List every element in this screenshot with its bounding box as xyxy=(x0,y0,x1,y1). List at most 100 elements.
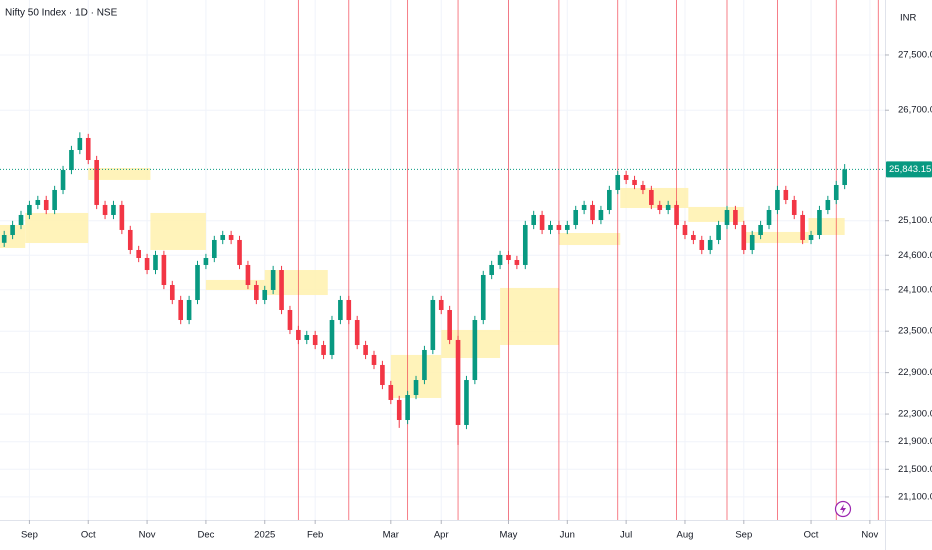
candles xyxy=(1,132,847,445)
zone xyxy=(808,218,845,236)
candle-body xyxy=(10,224,15,236)
candle-body xyxy=(522,224,528,265)
x-tick-label: Jul xyxy=(620,530,632,541)
zone xyxy=(688,206,744,222)
x-tick-label: Nov xyxy=(861,530,878,541)
candle-body xyxy=(472,320,478,381)
x-tick-label: Mar xyxy=(383,530,399,541)
candle-body xyxy=(783,189,789,200)
candle-body xyxy=(371,354,377,365)
candle-body xyxy=(430,299,436,350)
candle-body xyxy=(254,284,259,300)
chart-title: Nifty 50 Index · 1D · NSE xyxy=(5,8,118,19)
candle-body xyxy=(422,349,427,381)
candle-body xyxy=(665,204,671,211)
candle-body xyxy=(724,210,730,225)
candle-body xyxy=(102,204,108,215)
candle-body xyxy=(18,214,24,225)
candle-body xyxy=(77,137,83,150)
candle-body xyxy=(691,235,696,240)
candle-body xyxy=(304,334,310,340)
candle-body xyxy=(438,299,444,310)
y-tick-label: 22,300.00 xyxy=(898,409,932,420)
candle-body xyxy=(607,189,612,211)
candle-body xyxy=(590,204,595,221)
candle-body xyxy=(1,235,7,243)
candle-body xyxy=(346,299,352,321)
x-tick-label: Sep xyxy=(21,530,38,541)
zone xyxy=(88,168,151,180)
candle-body xyxy=(94,160,99,205)
candle-body xyxy=(111,204,116,215)
candle-body xyxy=(682,224,688,236)
candle-body xyxy=(455,339,461,425)
candle-body xyxy=(228,235,234,240)
candle-body xyxy=(245,264,251,285)
candle-body xyxy=(405,395,410,421)
candle-body xyxy=(615,174,621,190)
candle-body xyxy=(716,224,721,240)
candle-body xyxy=(842,169,847,186)
candle-body xyxy=(758,224,763,236)
candle-body xyxy=(195,264,200,300)
candle-body xyxy=(161,254,167,285)
x-tick-label: Oct xyxy=(81,530,96,541)
candle-body xyxy=(321,345,326,355)
candle-body xyxy=(144,257,150,271)
candle-body xyxy=(203,257,209,265)
candle-body xyxy=(581,204,587,211)
candle-body xyxy=(766,210,772,225)
x-tick-label: 2025 xyxy=(254,530,275,541)
candle-body xyxy=(35,199,41,205)
x-tick-label: Nov xyxy=(139,530,156,541)
candle-body xyxy=(531,214,537,225)
candle-body xyxy=(396,399,402,421)
y-tick-label: 25,100.00 xyxy=(898,215,932,226)
candle-body xyxy=(85,137,91,161)
candle-body xyxy=(237,239,242,265)
candle-body xyxy=(649,189,654,205)
x-tick-label: Feb xyxy=(307,530,323,541)
candle-body xyxy=(800,214,805,240)
y-tick-label: 21,900.00 xyxy=(898,436,932,447)
candle-body xyxy=(136,249,141,258)
candle-body xyxy=(220,235,226,240)
candle-body xyxy=(380,364,385,385)
candle-body xyxy=(598,210,604,221)
x-tick-label: Jun xyxy=(560,530,575,541)
candle-body xyxy=(186,299,192,321)
candle-body xyxy=(262,289,268,300)
zone xyxy=(743,231,809,244)
lightning-icon[interactable] xyxy=(834,500,852,518)
candle-body xyxy=(674,204,679,225)
candle-body xyxy=(699,239,705,250)
y-tick-label: 22,900.00 xyxy=(898,367,932,378)
candle-body xyxy=(119,204,125,230)
icon-bolt xyxy=(840,504,846,514)
candle-body xyxy=(506,254,511,260)
candle-body xyxy=(464,380,469,425)
zone xyxy=(25,212,89,244)
candle-body xyxy=(548,224,553,230)
candle-body xyxy=(775,189,780,211)
x-tick-label: Dec xyxy=(197,530,214,541)
x-tick-label: Aug xyxy=(677,530,694,541)
candle-body xyxy=(169,284,175,300)
axes: 27,500.00 26,700.00 25,100.00 24,600.00 24,1… xyxy=(21,49,932,541)
y-tick-label: 24,100.00 xyxy=(898,284,932,295)
last-price-label: 25,843.15 xyxy=(889,164,931,175)
candle-body xyxy=(833,185,839,200)
candle-body xyxy=(749,235,755,250)
candle-body xyxy=(363,345,368,355)
candle-body xyxy=(741,224,747,250)
y-tick-label: 23,500.00 xyxy=(898,326,932,337)
candle-body xyxy=(388,384,394,400)
zone xyxy=(620,187,689,208)
candle-body xyxy=(623,174,629,180)
candle-body xyxy=(27,204,32,215)
candle-body xyxy=(296,329,301,340)
candle-body xyxy=(153,254,158,271)
candle-body xyxy=(640,185,646,190)
